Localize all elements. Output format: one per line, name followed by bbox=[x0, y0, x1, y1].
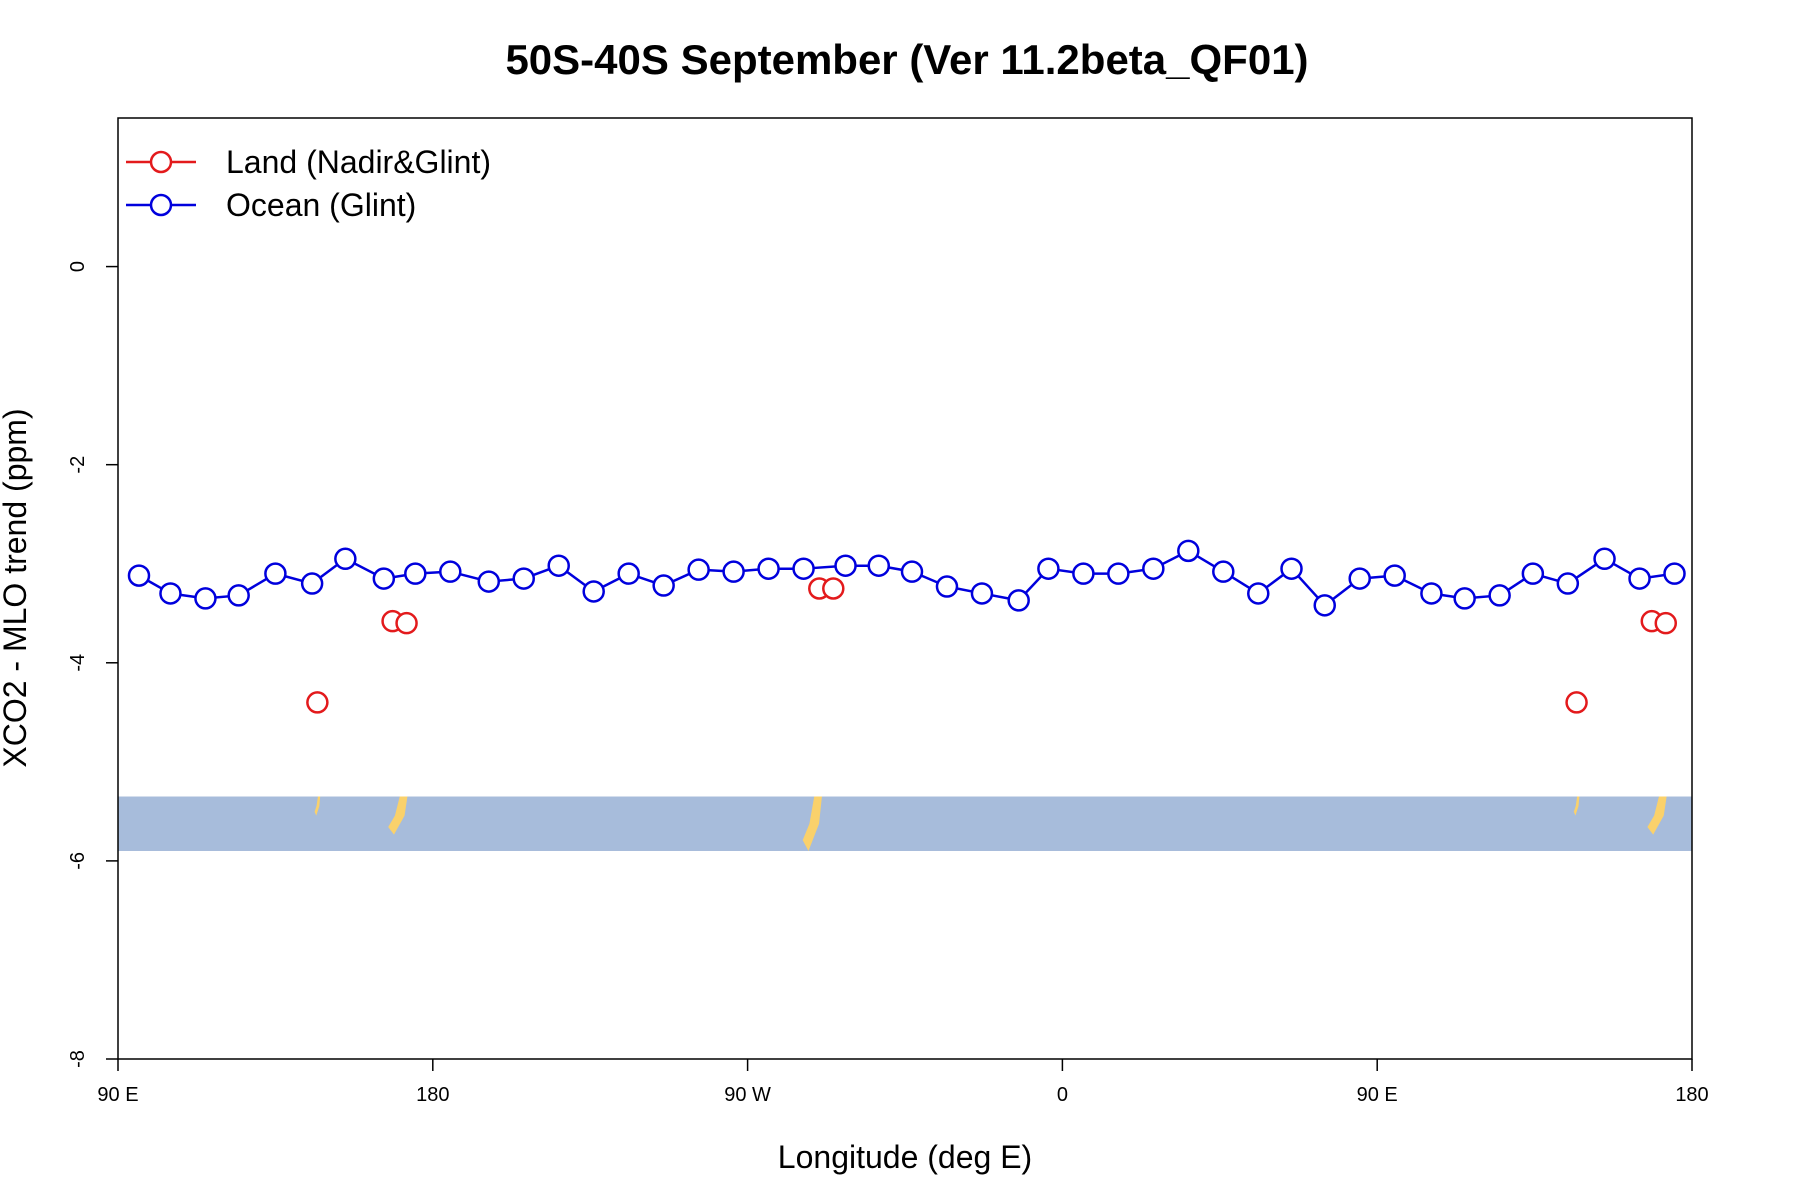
plot-frame bbox=[117, 117, 1693, 1060]
x-axis: 90 E 180 90 W 0 90 E 180 bbox=[97, 1059, 1709, 1106]
y-tick-label: -6 bbox=[67, 852, 89, 870]
map-land-shape bbox=[802, 796, 822, 851]
y-tick-label: 0 bbox=[67, 261, 89, 272]
legend: Land (Nadir&Glint) Ocean (Glint) bbox=[126, 144, 491, 223]
data-point bbox=[306, 691, 329, 714]
data-point bbox=[1556, 572, 1580, 595]
x-tick-label: 0 bbox=[1057, 1084, 1068, 1106]
data-point bbox=[547, 554, 570, 577]
data-point bbox=[404, 562, 427, 585]
x-axis-label: Longitude (deg E) bbox=[778, 1139, 1032, 1175]
map-land-shape bbox=[314, 796, 321, 816]
y-axis-label: XCO2 - MLO trend (ppm) bbox=[0, 408, 33, 767]
data-point bbox=[687, 558, 710, 581]
map-ocean-strip bbox=[118, 796, 1692, 851]
data-point bbox=[1212, 560, 1235, 583]
data-point bbox=[1280, 557, 1303, 580]
data-point bbox=[477, 570, 501, 593]
map-land-shape bbox=[1573, 796, 1580, 816]
data-point bbox=[194, 587, 217, 610]
data-point bbox=[1663, 562, 1686, 585]
y-tick-label: -2 bbox=[67, 456, 89, 474]
y-tick-label: -4 bbox=[67, 654, 89, 672]
data-point bbox=[1420, 582, 1443, 605]
data-point bbox=[1348, 567, 1371, 590]
data-point bbox=[300, 572, 324, 595]
data-point bbox=[1383, 564, 1406, 587]
data-point bbox=[1142, 557, 1165, 580]
data-point bbox=[1313, 594, 1336, 617]
legend-marker bbox=[149, 193, 173, 217]
y-tick-label: -8 bbox=[67, 1050, 89, 1068]
data-point bbox=[1007, 589, 1030, 612]
data-point bbox=[617, 562, 640, 585]
data-point bbox=[264, 562, 287, 585]
data-point bbox=[1593, 547, 1616, 571]
series-0 bbox=[306, 577, 1678, 714]
x-tick-label: 90 E bbox=[1357, 1084, 1398, 1106]
data-point bbox=[834, 554, 857, 577]
map-land-shape bbox=[1647, 796, 1667, 835]
data-point bbox=[722, 560, 745, 583]
data-point bbox=[1107, 562, 1130, 585]
legend-marker bbox=[149, 150, 173, 174]
data-point bbox=[1488, 584, 1511, 607]
data-point bbox=[900, 560, 924, 583]
map-band bbox=[118, 796, 1692, 851]
data-point bbox=[159, 582, 182, 605]
data-point bbox=[395, 611, 418, 635]
data-point bbox=[439, 560, 462, 583]
data-point bbox=[227, 584, 250, 607]
x-tick-label: 180 bbox=[1675, 1084, 1708, 1106]
y-axis: 0 -2 -4 -6 -8 bbox=[67, 261, 118, 1068]
x-tick-label: 180 bbox=[416, 1084, 449, 1106]
data-point bbox=[1521, 562, 1545, 585]
data-point bbox=[1037, 557, 1060, 580]
data-point bbox=[1177, 539, 1200, 563]
data-point bbox=[1565, 691, 1588, 714]
legend-label: Ocean (Glint) bbox=[226, 187, 416, 223]
data-point bbox=[512, 567, 535, 590]
data-point bbox=[1247, 582, 1270, 605]
data-point bbox=[867, 554, 891, 577]
x-tick-label: 90 E bbox=[97, 1084, 138, 1106]
data-point bbox=[792, 557, 815, 580]
data-point bbox=[127, 564, 151, 587]
data-point bbox=[757, 557, 780, 580]
data-point bbox=[1453, 587, 1476, 610]
data-point bbox=[652, 574, 675, 597]
data-point bbox=[1628, 567, 1651, 590]
data-point bbox=[1654, 611, 1678, 635]
data-point bbox=[1072, 562, 1095, 585]
data-point bbox=[372, 567, 396, 590]
chart-title: 50S-40S September (Ver 11.2beta_QF01) bbox=[505, 36, 1308, 83]
data-point bbox=[822, 577, 845, 600]
series-1 bbox=[127, 539, 1686, 617]
data-point bbox=[970, 582, 994, 605]
series-layer bbox=[127, 539, 1686, 714]
map-land-shape bbox=[388, 796, 408, 835]
legend-label: Land (Nadir&Glint) bbox=[226, 144, 491, 180]
data-point bbox=[935, 575, 959, 598]
data-point bbox=[334, 547, 357, 571]
data-point bbox=[582, 580, 605, 603]
x-tick-label: 90 W bbox=[724, 1084, 771, 1106]
